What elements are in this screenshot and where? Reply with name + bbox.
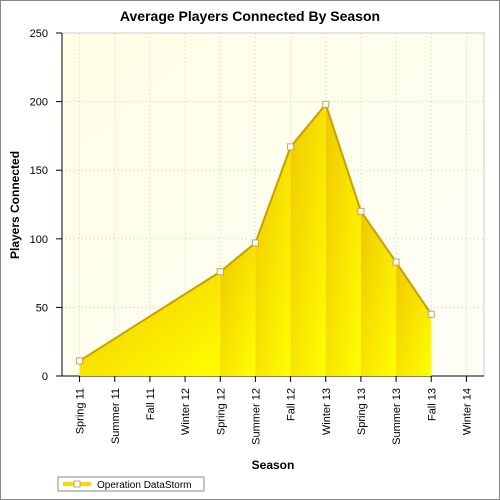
y-axis-title: Players Connected [8,151,22,259]
x-axis-title: Season [252,458,295,472]
x-tick-label: Fall 12 [286,388,298,421]
area-segment [255,146,291,376]
x-tick-label: Fall 13 [426,388,438,421]
legend-marker [73,480,81,488]
legend-label: Operation DataStorm [97,480,192,491]
legend-box [57,476,205,492]
point-marker [392,258,400,266]
area-segment [79,271,221,376]
x-tick-label: Winter 13 [321,388,333,435]
y-tick-label: 50 [36,302,48,314]
line-segment [79,270,221,362]
y-tick-label: 100 [30,234,48,246]
x-tick-label: Summer 13 [391,388,403,445]
line-segment [289,103,327,148]
x-tick-label: Spring 11 [75,388,87,434]
x-tick-label: Fall 11 [145,388,157,420]
area-segment [396,262,432,376]
x-tick-label: Spring 13 [356,388,368,435]
y-tick-label: 0 [42,371,48,383]
y-tick-label: 200 [30,97,48,109]
point-marker [76,357,84,365]
chart-title: Average Players Connected By Season [120,8,380,24]
area-segment [325,104,361,377]
line-segment [254,146,292,244]
line-segment [324,104,362,212]
x-tick-label: Winter 14 [461,388,473,435]
point-marker [251,239,259,247]
point-marker [427,310,435,318]
point-marker [287,143,295,151]
line-segment [395,261,433,315]
y-tick-label: 150 [30,165,48,177]
area-segment [360,211,397,376]
line-segment [219,242,257,273]
x-tick-label: Spring 12 [215,388,227,435]
point-marker [357,207,365,215]
point-marker [322,100,330,108]
x-tick-label: Summer 11 [110,388,122,444]
x-tick-label: Winter 12 [180,388,192,435]
area-segment [220,242,256,376]
area-segment [290,104,326,377]
line-segment [360,210,397,263]
y-tick-label: 250 [30,28,48,40]
legend: Operation DataStorm [57,476,205,492]
x-tick-label: Summer 12 [250,388,262,445]
point-marker [216,268,224,276]
